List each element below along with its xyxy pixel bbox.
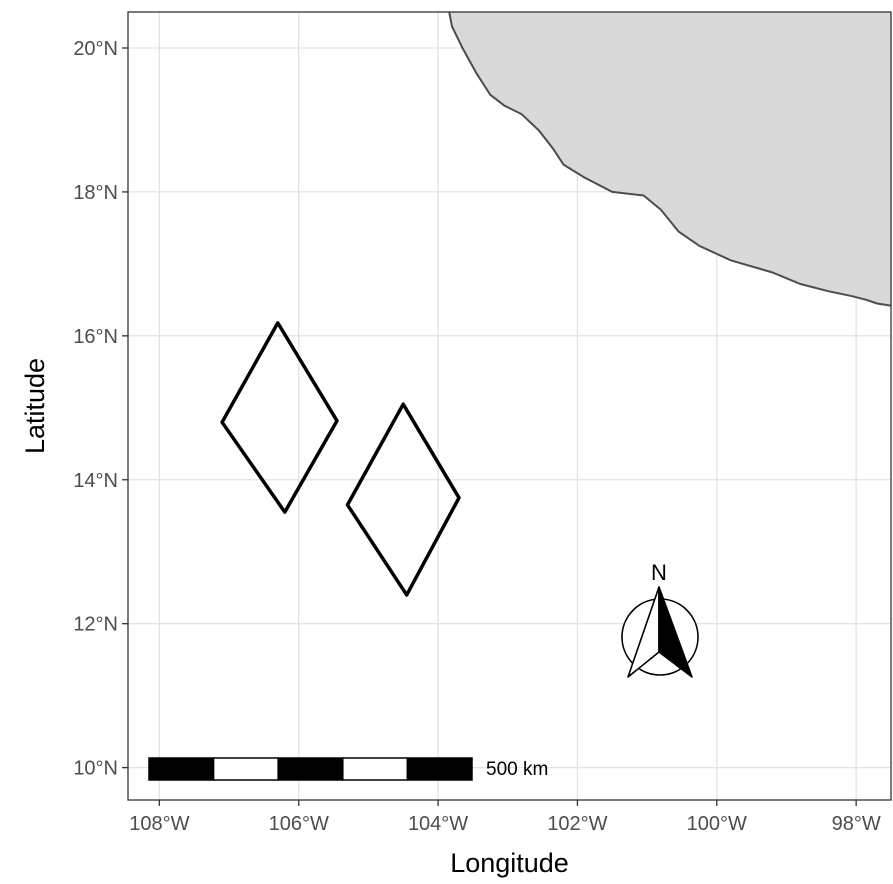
scale-bar-segment [342,757,409,781]
y-tick-label: 20°N [73,38,118,60]
survey-area-2 [345,402,461,597]
north-arrow: N [621,560,699,678]
x-tick-label: 108°W [129,813,189,835]
y-tick-label: 14°N [73,470,118,492]
scale-bar-segment [406,757,473,781]
y-tick-label: 16°N [73,326,118,348]
scale-bar-label: 500 km [486,759,548,780]
land-mass [448,11,892,307]
x-axis-title: Longitude [450,848,569,878]
axis-ticks: 108°W 106°W 104°W 102°W 100°W 98°W 10°N 12°N 14°… [73,38,881,835]
x-tick-label: 104°W [408,813,468,835]
survey-areas [220,321,461,597]
y-axis-title: Latitude [20,358,50,454]
scale-bar-segment [148,757,215,781]
x-tick-label: 102°W [547,813,607,835]
panel-frame [127,11,892,801]
north-arrow-label: N [651,560,667,585]
coastline [448,11,892,307]
y-tick-label: 18°N [73,182,118,204]
y-tick-label: 10°N [73,758,118,780]
survey-area-1 [220,321,339,514]
x-tick-label: 100°W [687,813,747,835]
north-arrow-right-half [658,586,693,678]
land-fill [449,12,891,306]
panel-border [127,11,892,801]
x-tick-label: 106°W [269,813,329,835]
scale-bar: 500 km [148,757,548,781]
scale-bar-segment [277,757,344,781]
x-tick-label: 98°W [832,813,881,835]
y-tick-label: 12°N [73,614,118,636]
scale-bar-segment [212,757,279,781]
